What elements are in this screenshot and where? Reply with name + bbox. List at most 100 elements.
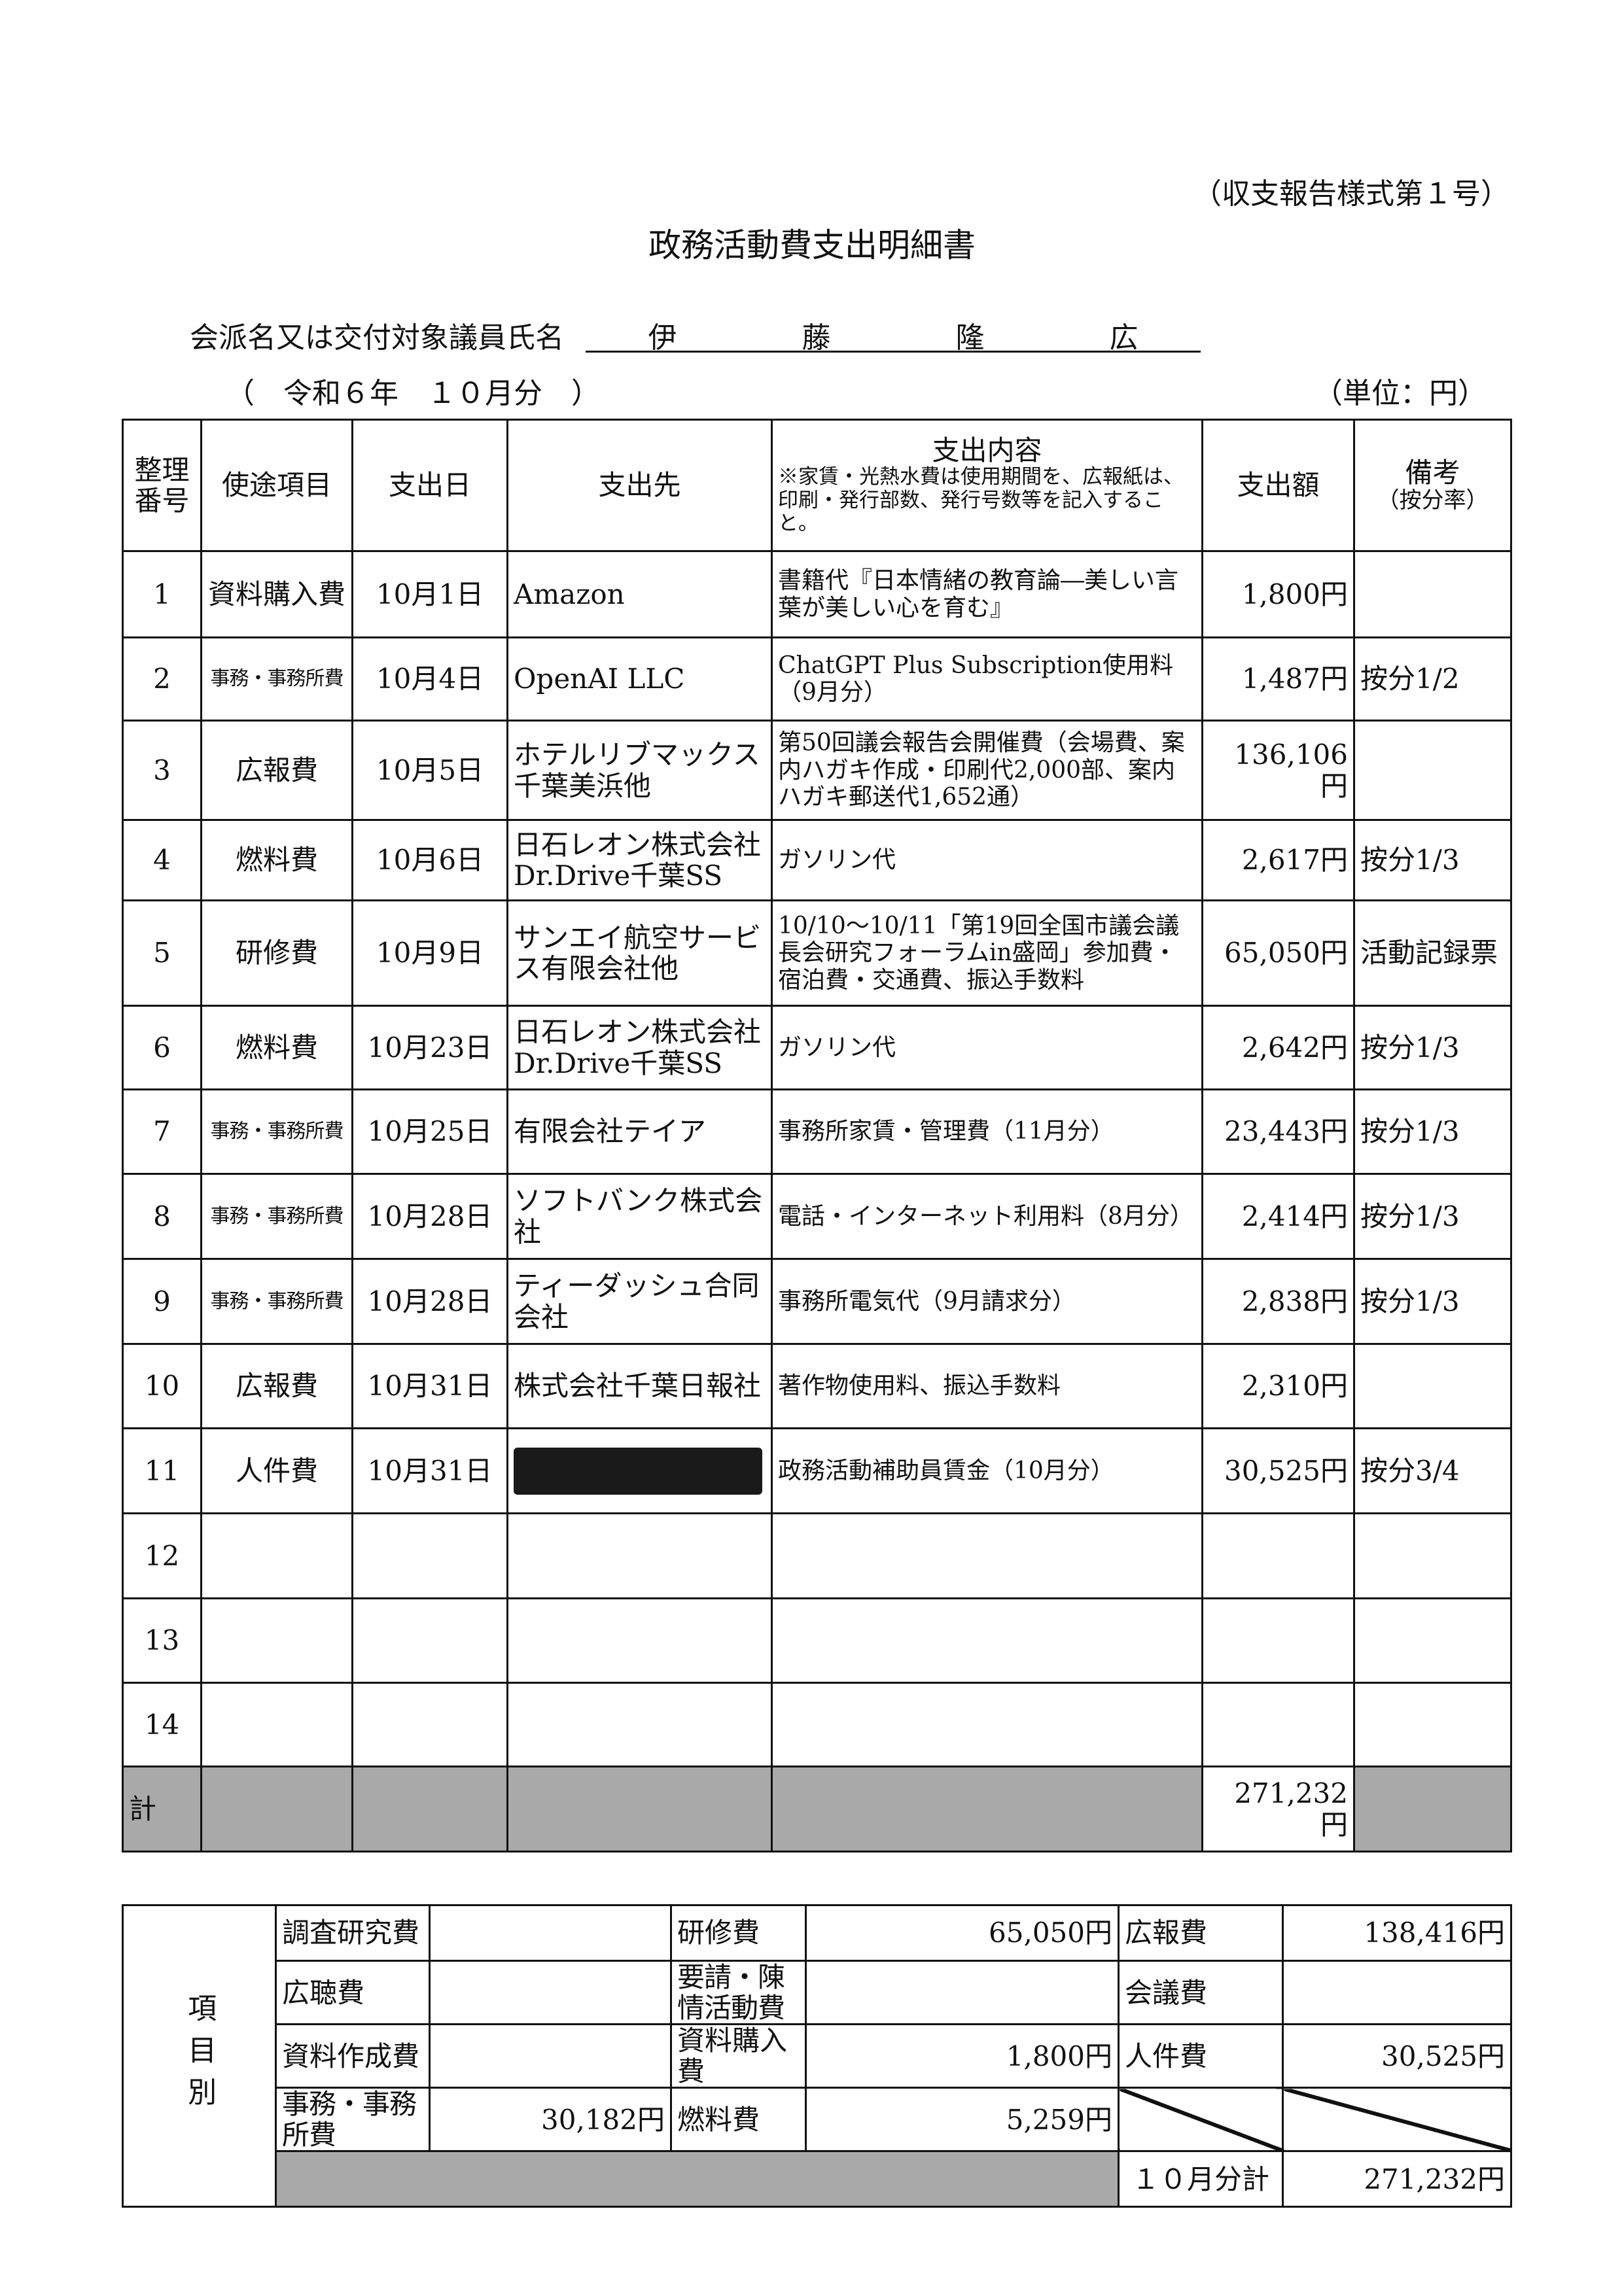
row-amount: 1,800円	[1201, 550, 1355, 638]
header-category: 使途項目	[200, 419, 353, 552]
row-category: 研修費	[200, 899, 353, 1007]
row-remarks: 活動記録票	[1353, 899, 1512, 1007]
row-remarks: 按分1/3	[1353, 1005, 1512, 1090]
table-row: 5 研修費 10月9日 サンエイ航空サービス有限会社他 10/10～10/11「第19回…	[122, 899, 1512, 1007]
row-date: 10月5日	[351, 720, 508, 821]
row-category: 事務・事務所費	[200, 1173, 353, 1260]
row-content: 10/10～10/11「第19回全国市議会議長会研究フォーラムin盛岡」参加費・…	[771, 899, 1203, 1007]
row-no: 12	[122, 1512, 202, 1599]
summary-row: 事務・事務所費 30,182円 燃料費 5,259円	[123, 2087, 1512, 2153]
row-payee: 株式会社千葉日報社	[506, 1343, 773, 1429]
row-content: 事務所電気代（9月請求分）	[771, 1258, 1203, 1345]
row-payee	[506, 1597, 773, 1684]
row-remarks: 按分1/2	[1353, 636, 1512, 722]
summary-label: 研修費	[670, 1904, 807, 1962]
month-total-label: １０月分計	[1118, 2150, 1284, 2208]
row-amount: 1,487円	[1201, 636, 1355, 722]
summary-side-label: 項目別	[122, 1904, 277, 2208]
row-payee: 日石レオン株式会社Dr.Drive千葉SS	[506, 819, 773, 901]
row-payee: 日石レオン株式会社Dr.Drive千葉SS	[506, 1005, 773, 1090]
row-no: 1	[122, 550, 202, 638]
row-content: 書籍代『日本情緒の教育論―美しい言葉が美しい心を育む』	[771, 550, 1203, 638]
gray-cell	[1353, 1765, 1512, 1852]
row-payee: ホテルリブマックス千葉美浜他	[506, 720, 773, 821]
table-row: 12	[122, 1512, 1512, 1599]
summary-table: 項目別 調査研究費 研修費 65,050円 広報費 138,416円 広聴費 要請・陳情活動費…	[122, 1904, 1512, 2208]
row-payee: サンエイ航空サービス有限会社他	[506, 899, 773, 1007]
row-no: 6	[122, 1005, 202, 1090]
summary-row: １０月分計 271,232円	[123, 2150, 1512, 2208]
row-no: 4	[122, 819, 202, 901]
row-no: 10	[122, 1343, 202, 1429]
summary-row: 広聴費 要請・陳情活動費 会議費	[123, 1959, 1512, 2026]
row-remarks	[1353, 550, 1512, 638]
summary-value: 1,800円	[805, 2023, 1120, 2089]
table-row: 6 燃料費 10月23日 日石レオン株式会社Dr.Drive千葉SS ガソリン代 2,64…	[122, 1005, 1512, 1090]
row-amount: 2,642円	[1201, 1005, 1355, 1090]
table-row: 4 燃料費 10月6日 日石レオン株式会社Dr.Drive千葉SS ガソリン代 2,617…	[122, 819, 1512, 901]
row-remarks	[1353, 1597, 1512, 1684]
summary-label: 要請・陳情活動費	[670, 1959, 807, 2026]
name-char: 藤	[802, 321, 831, 355]
row-no: 8	[122, 1173, 202, 1260]
period: （ 令和６年 １０月分 ）	[226, 377, 600, 410]
row-no: 9	[122, 1258, 202, 1345]
diagonal-cell	[1118, 2087, 1284, 2153]
row-amount: 65,050円	[1201, 899, 1355, 1007]
row-date: 10月6日	[351, 819, 508, 901]
summary-label: 事務・事務所費	[275, 2087, 431, 2153]
gray-cell	[771, 1765, 1203, 1852]
row-content: ChatGPT Plus Subscription使用料（9月分）	[771, 636, 1203, 722]
summary-label: 燃料費	[670, 2087, 807, 2153]
row-amount: 2,838円	[1201, 1258, 1355, 1345]
header-remarks-sub: （按分率）	[1377, 487, 1489, 514]
row-category	[200, 1682, 353, 1767]
summary-label: 会議費	[1118, 1959, 1284, 2026]
row-category: 燃料費	[200, 1005, 353, 1090]
summary-value: 30,182円	[429, 2087, 672, 2153]
row-content: ガソリン代	[771, 819, 1203, 901]
row-content: 著作物使用料、振込手数料	[771, 1343, 1203, 1429]
row-no: 14	[122, 1682, 202, 1767]
summary-value: 65,050円	[805, 1904, 1120, 1962]
row-remarks	[1353, 1343, 1512, 1429]
row-content: 政務活動補助員賃金（10月分）	[771, 1427, 1203, 1514]
total-row: 計 271,232円	[122, 1765, 1512, 1852]
gray-cell	[200, 1765, 353, 1852]
table-row: 14	[122, 1682, 1512, 1767]
row-amount	[1201, 1682, 1355, 1767]
page-title: 政務活動費支出明細書	[648, 226, 976, 264]
row-date	[351, 1512, 508, 1599]
summary-label: 人件費	[1118, 2023, 1284, 2089]
redacted-block	[514, 1447, 762, 1495]
row-remarks: 按分1/3	[1353, 1088, 1512, 1175]
row-payee: 有限会社テイア	[506, 1088, 773, 1175]
row-amount	[1201, 1597, 1355, 1684]
row-category	[200, 1597, 353, 1684]
row-payee: ソフトバンク株式会社	[506, 1173, 773, 1260]
row-payee	[506, 1682, 773, 1767]
summary-label: 広報費	[1118, 1904, 1284, 1962]
row-content: ガソリン代	[771, 1005, 1203, 1090]
row-remarks	[1353, 1512, 1512, 1599]
table-row: 7 事務・事務所費 10月25日 有限会社テイア 事務所家賃・管理費（11月分） 23,4…	[122, 1088, 1512, 1175]
name-char: 隆	[955, 321, 985, 355]
row-remarks: 按分1/3	[1353, 819, 1512, 901]
name-label: 会派名又は交付対象議員氏名	[190, 321, 564, 355]
table-row: 8 事務・事務所費 10月28日 ソフトバンク株式会社 電話・インターネット利用料（8月…	[122, 1173, 1512, 1260]
summary-label: 調査研究費	[275, 1904, 431, 1962]
month-total-value: 271,232円	[1282, 2150, 1512, 2208]
row-category: 広報費	[200, 720, 353, 821]
summary-value	[1282, 1959, 1512, 2026]
row-no: 3	[122, 720, 202, 821]
row-amount	[1201, 1512, 1355, 1599]
gray-cell	[275, 2150, 1120, 2208]
row-remarks: 按分1/3	[1353, 1173, 1512, 1260]
row-no: 2	[122, 636, 202, 722]
header-content-label: 支出内容	[932, 434, 1042, 467]
row-no: 5	[122, 899, 202, 1007]
summary-value: 138,416円	[1282, 1904, 1512, 1962]
total-amount: 271,232円	[1201, 1765, 1355, 1852]
row-content	[771, 1682, 1203, 1767]
row-content: 事務所家賃・管理費（11月分）	[771, 1088, 1203, 1175]
